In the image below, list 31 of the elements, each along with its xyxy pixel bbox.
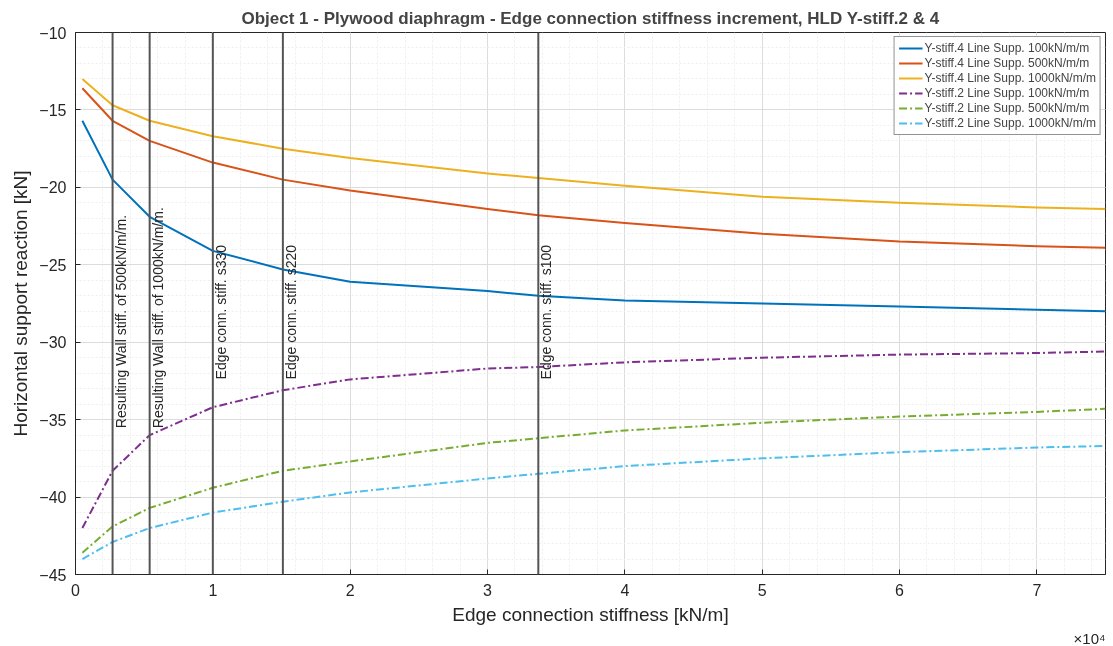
ref-line-label: Edge conn. stiff. s330 [212, 244, 229, 380]
ref-line-label: Resulting Wall stiff. of 500kN/m/m. [112, 214, 129, 429]
y-tick-label: −20 [39, 179, 67, 197]
legend-label: Y-stiff.2 Line Supp. 100kN/m/m [924, 86, 1090, 100]
x-tick-label: 3 [483, 581, 493, 599]
ref-line-label: Resulting Wall stiff. of 1000kN/m/m. [149, 207, 166, 429]
legend-label: Y-stiff.2 Line Supp. 1000kN/m/m [924, 116, 1096, 130]
x-axis-title: Edge connection stiffness [kN/m] [452, 603, 729, 625]
ref-line-label: Edge conn. stiff. s220 [282, 244, 299, 380]
ref-line-label: Edge conn. stiff. s100 [538, 244, 555, 380]
legend-label: Y-stiff.2 Line Supp. 500kN/m/m [924, 101, 1090, 115]
y-tick-label: −10 [39, 24, 67, 42]
y-tick-label: −25 [39, 256, 67, 274]
legend-label: Y-stiff.4 Line Supp. 500kN/m/m [924, 56, 1090, 70]
text: ×10⁴ [1073, 629, 1106, 646]
y-tick-label: −35 [39, 411, 67, 429]
x-tick-label: 7 [1032, 581, 1042, 599]
x-tick-label: 2 [345, 581, 355, 599]
x-tick-label: 4 [620, 581, 630, 599]
y-tick-label: −45 [39, 566, 67, 584]
legend-label: Y-stiff.4 Line Supp. 1000kN/m/m [924, 71, 1096, 85]
y-tick-label: −30 [39, 334, 67, 352]
x-tick-label: 0 [71, 581, 81, 599]
x-tick-label: 5 [757, 581, 767, 599]
y-tick-label: −15 [39, 101, 67, 119]
y-axis-title: Horizontal support reaction [kN] [10, 170, 32, 437]
legend-label: Y-stiff.4 Line Supp. 100kN/m/m [924, 41, 1090, 55]
chart-title: Object 1 - Plywood diaphragm - Edge connection stiffness increment, HLD Y-stiff.2 & 4 [241, 8, 940, 28]
x-tick-label: 1 [208, 581, 218, 599]
x-tick-label: 6 [895, 581, 905, 599]
y-tick-label: −40 [39, 489, 67, 507]
